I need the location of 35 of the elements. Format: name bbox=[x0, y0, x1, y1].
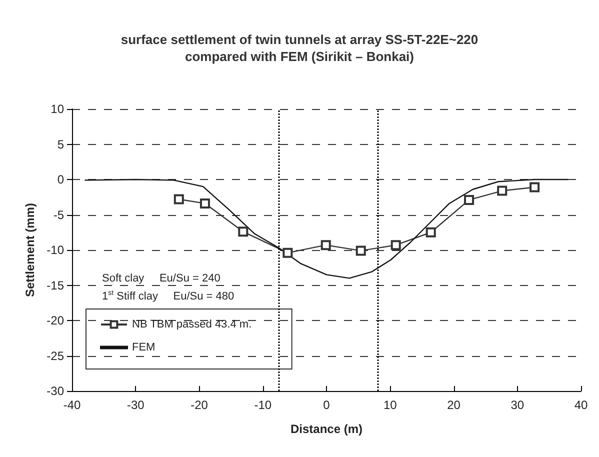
point bbox=[390, 240, 401, 250]
annotation: Soft clay Eu/Su = 240 bbox=[102, 272, 220, 284]
y-tick-label: -30 bbox=[46, 384, 64, 398]
point bbox=[464, 194, 474, 205]
legend-label: NB TBM passed 43.4 m. bbox=[132, 318, 252, 330]
chart-title: surface settlement of twin tunnels at array SS-5T-22E~220 compared with FEM (Sirikit – Bonkai) bbox=[120, 32, 478, 64]
y-tick-label: -10 bbox=[46, 243, 64, 257]
x-tick-label: -10 bbox=[254, 398, 272, 412]
x-axis-title: Distance (m) bbox=[290, 422, 363, 436]
y-axis-title: Settlement (mm) bbox=[22, 202, 37, 298]
point bbox=[356, 246, 366, 256]
point bbox=[320, 240, 331, 250]
x-tick-label: 20 bbox=[447, 398, 461, 412]
y-tick-label: 0 bbox=[57, 172, 64, 186]
x-tick-label: 30 bbox=[510, 398, 524, 412]
y-tick-label: -15 bbox=[46, 278, 64, 292]
x-tick-label: -30 bbox=[126, 398, 145, 412]
point bbox=[200, 198, 210, 208]
y-tick-label: -20 bbox=[46, 314, 64, 328]
x-tick-label: 0 bbox=[323, 398, 330, 412]
x-tick-label: -40 bbox=[63, 398, 81, 412]
point bbox=[530, 182, 540, 192]
point bbox=[238, 226, 248, 237]
y-tick-label: -25 bbox=[46, 348, 64, 363]
x-tick-label: 40 bbox=[574, 398, 588, 412]
x-tick-label: -20 bbox=[190, 398, 208, 412]
point bbox=[426, 227, 436, 238]
legend-label: FEM bbox=[132, 342, 156, 354]
y-tick-label: 5 bbox=[57, 137, 64, 152]
y-tick-label: -5 bbox=[53, 208, 64, 222]
point bbox=[497, 186, 508, 196]
x-tick-label: 10 bbox=[383, 398, 398, 412]
point bbox=[282, 248, 293, 258]
point bbox=[174, 194, 184, 204]
y-tick-label: 10 bbox=[50, 102, 64, 116]
